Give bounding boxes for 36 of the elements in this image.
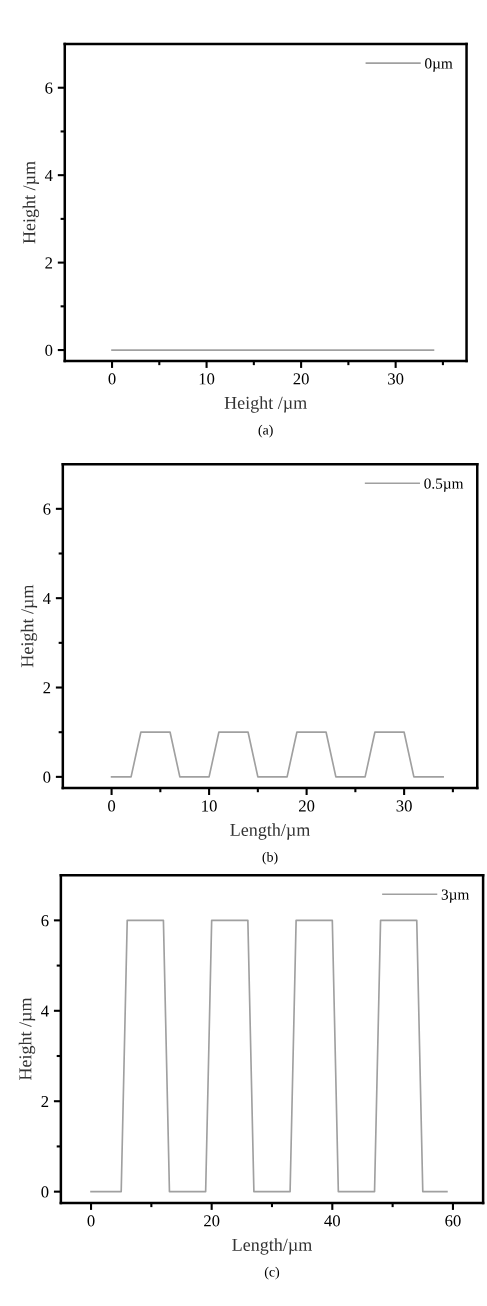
legend-label: 3µm <box>441 889 470 903</box>
y-axis-title: Height /µm <box>18 997 36 1081</box>
y-tick-label: 6 <box>43 503 51 515</box>
x-tick-label: 10 <box>202 800 217 812</box>
y-tick-label: 0 <box>41 1186 49 1198</box>
x-axis-title: Length/µm <box>232 1238 313 1255</box>
x-tick-label: 0 <box>108 373 116 385</box>
x-tick-label: 0 <box>87 1215 95 1227</box>
y-axis-title: Height /µm <box>22 161 40 244</box>
x-tick-label: 60 <box>445 1215 461 1227</box>
x-tick-label: 10 <box>199 373 215 385</box>
y-tick-label: 4 <box>44 169 53 181</box>
y-tick-label: 6 <box>41 915 49 927</box>
y-tick-label: 4 <box>43 592 51 604</box>
y-tick-label: 2 <box>45 257 53 269</box>
y-tick-label: 2 <box>43 682 51 694</box>
y-tick-label: 0 <box>45 344 53 356</box>
text: (b) <box>262 851 278 865</box>
text: (c) <box>264 1266 280 1280</box>
x-tick-label: 40 <box>324 1215 341 1227</box>
y-tick-label: 4 <box>41 1005 49 1017</box>
y-tick-label: 2 <box>41 1095 49 1108</box>
y-axis-title: Height /µm <box>20 584 38 668</box>
legend-label: 0.5µm <box>424 478 464 492</box>
x-tick-label: 20 <box>299 800 315 812</box>
x-tick-label: 30 <box>396 800 412 812</box>
x-tick-label: 20 <box>204 1215 220 1227</box>
x-axis-title: Length/µm <box>230 823 311 840</box>
x-axis-title: Height /µm <box>224 396 307 413</box>
legend-label: 0µm <box>425 58 453 72</box>
x-tick-label: 30 <box>388 373 404 385</box>
text: (a) <box>258 424 273 438</box>
x-tick-label: 0 <box>108 800 116 812</box>
x-tick-label: 20 <box>293 373 309 385</box>
y-tick-label: 0 <box>43 771 51 783</box>
y-tick-label: 6 <box>45 82 53 94</box>
